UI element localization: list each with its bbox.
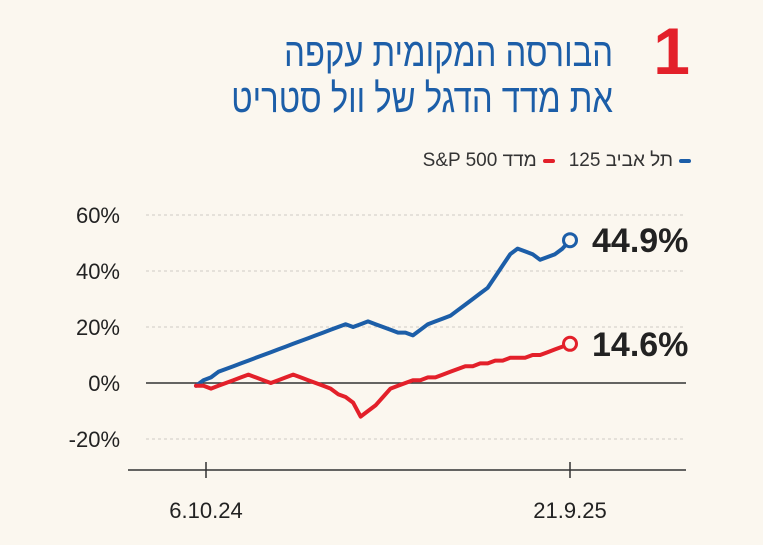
x-tick-label: 21.9.25 — [533, 498, 606, 523]
series-end-marker-0 — [562, 232, 578, 249]
legend-swatch-sp500 — [542, 159, 555, 163]
legend-item-ta125: תל אביב 125 — [569, 150, 691, 172]
chart-number: 1 — [653, 14, 690, 88]
y-tick-label: 40% — [76, 259, 120, 284]
y-tick-label: 0% — [88, 371, 120, 396]
y-tick-label: 60% — [76, 203, 120, 228]
title-line-2: את מדד הדגל של וול סטריט — [231, 77, 613, 121]
legend: תל אביב 125 מדד S&P 500 — [423, 150, 691, 172]
y-tick-label: 20% — [76, 315, 120, 340]
chart-title: הבורסה המקומית עקפה את מדד הדגל של וול ס… — [154, 30, 613, 122]
series-end-label-1: 14.6% — [592, 326, 688, 364]
series-line-1 — [194, 341, 572, 419]
series-end-marker-1 — [562, 335, 578, 352]
series-line-0 — [194, 238, 572, 388]
legend-label-sp500: מדד S&P 500 — [422, 150, 537, 171]
legend-swatch-ta125 — [679, 159, 691, 163]
title-line-1: הבורסה המקומית עקפה — [284, 31, 613, 75]
x-tick-label: 6.10.24 — [169, 498, 242, 523]
series-end-label-0: 44.9% — [592, 222, 688, 260]
legend-label-ta125: תל אביב 125 — [568, 150, 673, 171]
y-tick-label: -20% — [69, 427, 120, 452]
legend-item-sp500: מדד S&P 500 — [423, 150, 555, 172]
